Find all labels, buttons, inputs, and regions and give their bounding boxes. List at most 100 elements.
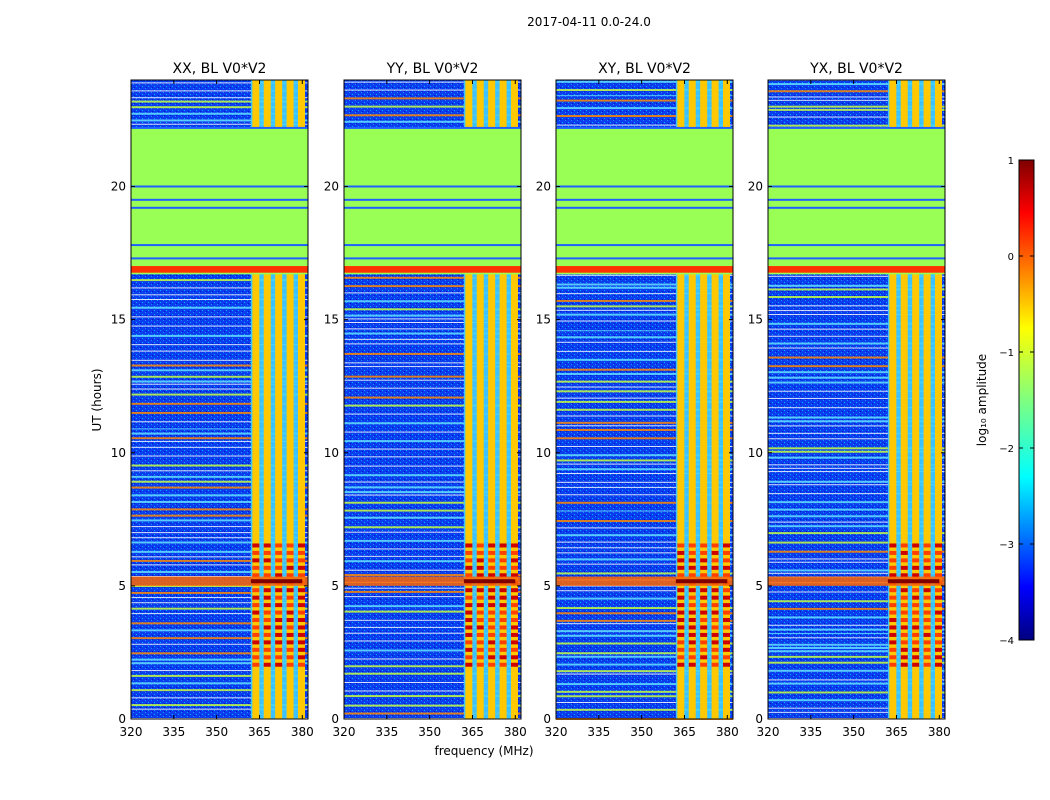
band-hot [723,632,731,637]
band-hot [723,588,731,593]
time-stripe [131,106,308,109]
time-stripe [131,350,308,352]
band-hot [499,595,507,600]
time-stripe [768,432,945,434]
band-hot [465,558,473,563]
band-hot [900,618,908,623]
band-hot [252,610,260,615]
flag-divider [556,185,733,188]
band-hot [263,595,271,600]
band-hot [889,558,897,563]
band-hot [488,618,496,623]
x-tick-label: 350 [842,725,865,739]
flag-divider [556,270,733,273]
time-stripe [131,591,308,594]
band-hot [889,588,897,593]
time-stripe [556,527,733,529]
time-stripe [131,519,308,522]
band-hot [275,610,283,615]
time-stripe [556,445,733,447]
band-hot [488,595,496,600]
time-stripe [768,310,945,312]
time-stripe [556,274,733,276]
time-stripe [768,407,945,409]
time-stripe [768,447,945,450]
band-hot [286,632,294,637]
band-hot [711,573,719,578]
flag-divider [131,198,308,201]
band-hot [723,655,731,660]
time-stripe [131,607,308,610]
flag-divider [344,257,521,260]
time-stripe [556,305,733,308]
band-hot [912,647,920,652]
band-hot [912,588,920,593]
colorbar-tick-label: −4 [999,636,1014,647]
band-hot [465,625,473,630]
y-tick-label: 15 [111,313,126,327]
band-hot [499,543,507,548]
band-hot [252,543,260,548]
time-stripe [556,590,733,592]
time-stripe [131,658,308,661]
band-hot [935,543,943,548]
time-stripe [344,308,521,311]
band-channel [298,80,306,719]
time-stripe [344,665,521,668]
band-hot [889,655,897,660]
band-hot [511,610,519,615]
band-hot [476,595,484,600]
time-stripe [556,541,733,543]
time-stripe [344,574,521,577]
band-hot [889,543,897,548]
x-tick-label: 335 [162,725,185,739]
band-hot [488,640,496,645]
band-hot [511,573,519,578]
band-hot [688,543,696,548]
time-stripe [344,632,521,634]
flag-divider [344,270,521,273]
band-hot [688,610,696,615]
band-hot [263,588,271,593]
flag-divider [768,198,945,201]
band-hot [511,632,519,637]
band-hot [252,647,260,652]
band-hot [935,573,943,578]
time-stripe [131,564,308,566]
band-hot [700,640,708,645]
time-stripe [768,371,945,374]
time-stripe [556,341,733,343]
band-hot [476,640,484,645]
time-stripe [344,396,521,399]
band-hot [298,550,306,555]
band-channel [688,80,696,719]
time-stripe [131,123,308,125]
band-hot [688,550,696,555]
time-stripe [768,655,945,658]
time-stripe [556,642,733,645]
time-stripe [344,332,521,335]
band-hot [465,618,473,623]
flag-divider [768,206,945,209]
band-hot [499,625,507,630]
band-hot [252,565,260,570]
band-hot [677,558,685,563]
band-hot [923,610,931,615]
panel-frame [555,79,734,720]
band-hot [252,595,260,600]
band-hot [723,565,731,570]
time-stripe [768,464,945,466]
band-hot [476,647,484,652]
band-hot [286,543,294,548]
flag-divider [344,206,521,209]
band-hot [912,595,920,600]
time-stripe [344,712,521,715]
time-stripe [131,421,308,423]
band-hot [263,618,271,623]
rfi-16h [344,266,521,272]
time-stripe [556,607,733,610]
band-hot [298,603,306,608]
time-stripe [344,81,521,83]
time-stripe [556,350,733,352]
band-hot [275,573,283,578]
